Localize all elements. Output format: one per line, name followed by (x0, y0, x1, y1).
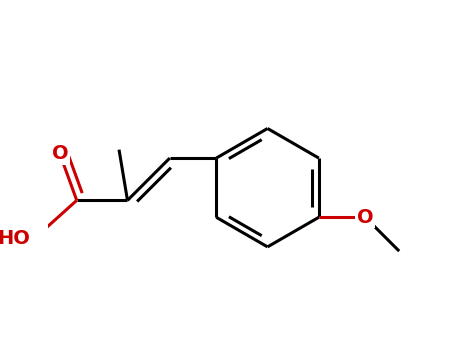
Text: HO: HO (0, 229, 30, 248)
Text: O: O (51, 144, 68, 163)
Text: O: O (357, 208, 374, 227)
